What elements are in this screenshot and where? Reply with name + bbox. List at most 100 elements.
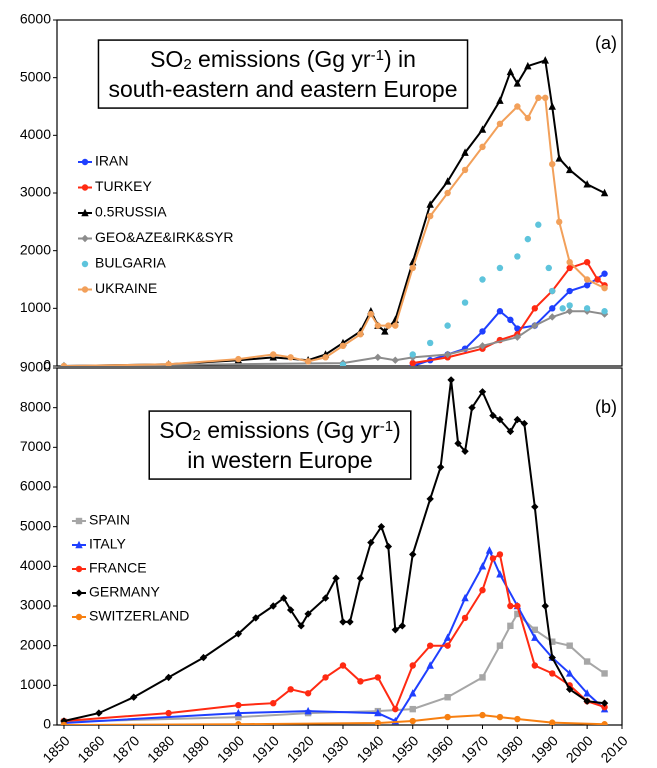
y-tick-label: 4000: [20, 126, 51, 142]
data-point: [514, 103, 521, 110]
legend-label: FRANCE: [89, 560, 147, 576]
data-point: [356, 574, 365, 582]
legend-marker: [75, 540, 83, 549]
data-point: [235, 355, 242, 363]
y-tick-label: 8000: [20, 398, 51, 414]
series: [60, 221, 608, 366]
data-point: [287, 354, 294, 361]
data-point: [468, 403, 476, 412]
data-point: [409, 264, 416, 272]
data-point: [514, 602, 521, 610]
x-tick-label: 2010: [597, 732, 630, 765]
data-point: [583, 282, 591, 289]
legend-label: GERMANY: [89, 584, 160, 600]
data-point: [489, 555, 497, 562]
data-point: [548, 313, 556, 321]
legend-label: IRAN: [95, 153, 128, 169]
data-point: [235, 713, 242, 721]
data-point: [297, 622, 305, 630]
data-point: [279, 594, 288, 602]
data-point: [507, 622, 514, 630]
data-point: [479, 586, 486, 594]
data-point: [444, 713, 451, 721]
y-tick-label: 5000: [20, 517, 51, 533]
data-point: [332, 574, 340, 582]
series: [60, 610, 608, 725]
data-point: [478, 125, 487, 133]
data-point: [524, 235, 532, 243]
data-point: [542, 94, 549, 102]
legend-label: TURKEY: [95, 178, 152, 194]
data-point: [426, 642, 434, 649]
data-point: [514, 325, 521, 332]
title-segment: -1: [380, 418, 393, 435]
x-tick-label: 1940: [353, 732, 386, 765]
data-point: [443, 350, 452, 359]
data-point: [409, 359, 416, 366]
x-tick-label: 1850: [39, 732, 72, 765]
data-point: [601, 284, 608, 292]
data-point: [594, 276, 601, 283]
data-point: [461, 593, 469, 602]
legend-marker: [81, 286, 89, 293]
data-point: [601, 721, 608, 725]
title-segment: -1: [371, 47, 384, 64]
data-point: [600, 188, 609, 197]
data-point: [506, 67, 515, 76]
data-point: [461, 166, 469, 174]
data-point: [583, 276, 591, 283]
data-point: [409, 689, 417, 697]
data-point: [514, 715, 521, 723]
legend-marker: [81, 158, 89, 166]
data-point: [524, 114, 532, 122]
data-point: [583, 658, 591, 665]
data-point: [566, 259, 573, 266]
data-point: [409, 550, 417, 559]
legend-label: SWITZERLAND: [89, 608, 189, 624]
data-point: [601, 308, 608, 315]
data-point: [566, 642, 573, 649]
data-point: [447, 376, 455, 384]
data-point: [426, 200, 434, 208]
data-point: [531, 633, 539, 641]
data-point: [514, 610, 521, 618]
data-point: [496, 264, 504, 272]
title-segment: emissions (Gg yr: [201, 417, 380, 443]
y-tick-label: 2000: [20, 636, 51, 652]
data-point: [549, 638, 556, 645]
data-point: [165, 361, 172, 366]
data-point: [304, 706, 312, 715]
data-point: [531, 662, 539, 669]
data-point: [479, 674, 486, 681]
title-segment: 2: [192, 427, 200, 444]
data-point: [507, 316, 514, 324]
data-point: [392, 705, 399, 713]
data-point: [485, 546, 494, 554]
series-line: [63, 714, 605, 725]
title-box: SO2 emissions (Gg yr-1) in western Europe: [148, 410, 412, 480]
data-point: [583, 259, 591, 266]
data-point: [496, 713, 504, 721]
data-point: [496, 642, 504, 649]
data-point: [541, 56, 549, 64]
x-tick-label: 1950: [388, 732, 421, 765]
data-point: [374, 353, 382, 362]
data-point: [583, 697, 591, 705]
data-point: [549, 719, 556, 725]
legend-label: ITALY: [89, 536, 126, 552]
data-point: [436, 463, 445, 471]
data-point: [339, 342, 347, 350]
title-segment: emissions (Gg yr: [192, 46, 371, 72]
x-tick-label: 1900: [214, 732, 247, 765]
series-line: [412, 260, 606, 365]
legend-marker: [75, 613, 83, 621]
data-point: [545, 264, 552, 272]
data-point: [384, 542, 393, 551]
data-point: [549, 305, 556, 312]
data-point: [392, 322, 399, 329]
y-tick-label: 7000: [20, 438, 51, 454]
data-point: [252, 614, 260, 622]
title-segment: SO: [159, 417, 192, 443]
data-point: [548, 653, 556, 662]
data-point: [409, 717, 416, 725]
